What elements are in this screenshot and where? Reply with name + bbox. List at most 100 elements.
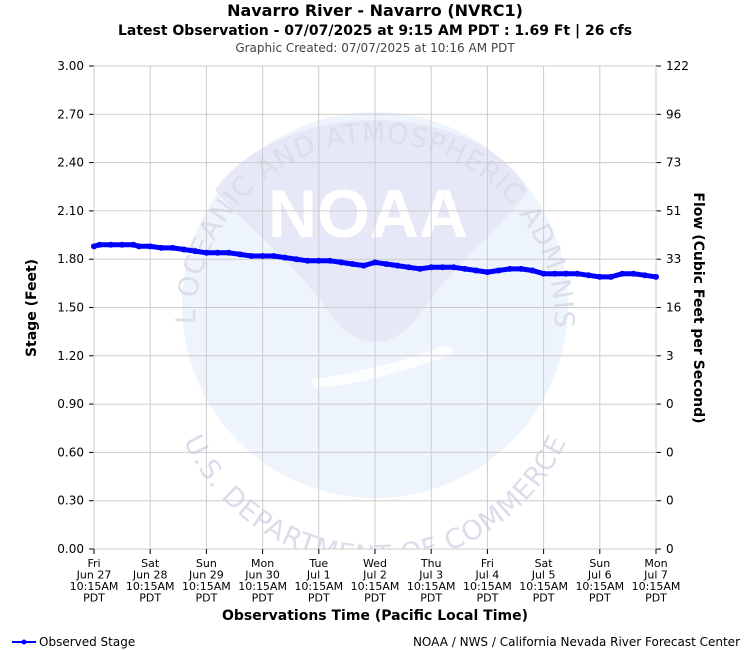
x-tick-label: Wed Jul 2 10:15AM PDT [351,557,400,605]
chart-title: Navarro River - Navarro (NVRC1) [227,1,523,20]
legend-marker-icon [21,639,27,645]
footer-credit: NOAA / NWS / California Nevada River For… [413,635,740,649]
data-point [237,251,244,258]
data-point [327,257,334,264]
data-point [506,265,513,272]
data-point [107,241,114,248]
data-point [158,244,165,251]
y-tick-label: 1.20 [57,349,84,363]
chart-grid [89,65,661,554]
data-point [450,264,457,271]
y2-tick-label: 33 [666,252,681,266]
data-point [518,265,525,272]
data-point [529,267,536,274]
y2-tick-label: 122 [666,59,689,73]
data-point [439,264,446,271]
x-tick-label: Sat Jun 28 10:15AM PDT [126,557,175,605]
watermark-bird-shape [215,120,528,342]
x-tick-label: Sat Jul 5 10:15AM PDT [519,557,568,605]
data-point [630,270,637,277]
data-point [214,249,221,256]
x-tick-label: Sun Jun 29 10:15AM PDT [182,557,231,605]
data-point [180,246,187,253]
data-point [551,270,558,277]
graphic-created-label: Graphic Created: 07/07/2025 at 10:16 AM … [235,41,515,55]
data-point [405,264,412,271]
data-point [169,244,176,251]
y2-tick-label: 51 [666,204,681,218]
y-tick-label: 1.50 [57,301,84,315]
data-point [270,252,277,259]
y2-tick-label: 0 [666,397,674,411]
y-axis-ticks: 0.00 0.30 0.60 0.90 1.20 1.50 1.80 2.10 2.40 2.70… [57,59,84,556]
y2-tick-label: 3 [666,349,674,363]
data-point [653,273,659,280]
data-point [484,269,491,276]
y2-tick-label: 0 [666,494,674,508]
data-point [495,267,502,274]
data-point [225,249,232,256]
y-tick-label: 0.60 [57,445,84,459]
watermark-logo-text: NOAA [268,176,468,252]
data-point [574,270,581,277]
data-point [147,243,154,250]
data-point [135,243,142,250]
data-point [248,252,255,259]
y-tick-label: 2.70 [57,107,84,121]
y2-tick-label: 96 [666,107,681,121]
y-tick-label: 1.80 [57,252,84,266]
series-line-observed-stage [91,242,659,280]
y-tick-label: 2.40 [57,156,84,170]
x-tick-label: Sun Jul 6 10:15AM PDT [575,557,624,605]
data-point [130,241,137,248]
series-layer [91,241,659,280]
data-point [96,241,103,248]
data-point [282,254,289,261]
legend-label: Observed Stage [39,635,135,649]
y2-tick-label: 73 [666,156,681,170]
data-point [563,270,570,277]
x-tick-label: Tue Jul 1 10:15AM PDT [294,557,343,605]
y2-tick-label: 0 [666,445,674,459]
data-point [540,270,547,277]
data-point [293,256,300,263]
x-tick-label: Mon Jun 30 10:15AM PDT [238,557,287,605]
y-tick-label: 0.30 [57,494,84,508]
y2-tick-label: 16 [666,301,681,315]
y-axis-label: Stage (Feet) [24,259,40,357]
noaa-watermark: NOAA NATIONAL OCEANIC AND ATMOSPHERIC AD… [94,66,578,549]
y-tick-label: 0.00 [57,542,84,556]
x-tick-label: Thu Jul 3 10:15AM PDT [407,557,456,605]
x-tick-label: Fri Jun 27 10:15AM PDT [70,557,119,605]
data-point [119,241,126,248]
chart-subtitle: Latest Observation - 07/07/2025 at 9:15 … [118,23,632,39]
data-point [641,272,648,279]
data-point [338,259,345,266]
x-tick-label: Mon Jul 7 10:15AM PDT [632,557,681,605]
data-point [394,262,401,269]
legend: Observed Stage [12,635,135,649]
data-point [461,265,468,272]
y2-axis-ticks: 0 0 0 0 3 16 33 51 73 96 122 [666,59,689,556]
data-point [596,273,603,280]
data-point [304,257,311,264]
y-tick-label: 0.90 [57,397,84,411]
y2-axis-label: Flow (Cubic Feet per Second) [690,192,706,423]
data-point [428,264,435,271]
data-point [192,248,199,255]
data-point [383,261,390,268]
data-point [619,270,626,277]
data-point [473,267,480,274]
data-point [416,265,423,272]
data-point [91,243,97,250]
y-tick-label: 3.00 [57,59,84,73]
x-tick-label: Fri Jul 4 10:15AM PDT [463,557,512,605]
data-point [585,272,592,279]
x-axis-label: Observations Time (Pacific Local Time) [222,608,528,624]
y2-tick-label: 0 [666,542,674,556]
data-point [349,261,356,268]
data-point [259,252,266,259]
y-tick-label: 2.10 [57,204,84,218]
